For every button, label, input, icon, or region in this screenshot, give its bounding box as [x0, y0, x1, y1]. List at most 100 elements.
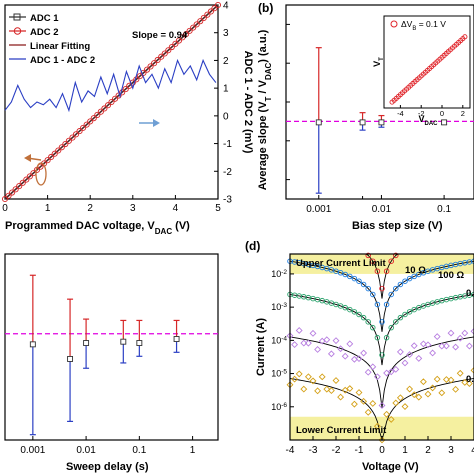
trace-marker: [447, 376, 455, 384]
lower-limit-label: Lower Current Limit: [296, 425, 387, 436]
trace-marker: [388, 258, 394, 264]
trace-marker: [396, 348, 404, 356]
adc2-marker: [5, 192, 12, 199]
trace-marker: [461, 378, 469, 386]
adc2-marker: [136, 73, 143, 80]
x-tick-label: 5: [215, 203, 221, 214]
inset-x-tick-label: 2: [461, 109, 465, 118]
mean-marker: [359, 119, 366, 126]
adc2-marker: [87, 118, 94, 125]
x-tick-label: 1: [190, 445, 196, 456]
mean-marker: [83, 340, 90, 346]
adc2-marker: [186, 27, 193, 34]
adc2-marker: [90, 115, 97, 122]
y-tick-label: 10-2: [271, 268, 287, 279]
trace-marker: [364, 408, 372, 416]
mean-marker: [315, 119, 322, 126]
trace-marker: [452, 343, 460, 351]
legend-adc2-label: ADC 2: [30, 27, 59, 38]
panel-d-x-ticks: -4 -3 -2 -1 0 1 2 3 4: [286, 436, 474, 456]
trace-marker: [406, 275, 413, 282]
trace-marker: [470, 327, 474, 335]
trace-marker: [314, 346, 322, 353]
panel-b-y-ticks: [286, 23, 290, 181]
trace-marker: [337, 270, 344, 276]
trace-marker: [429, 384, 437, 392]
trace-marker: [323, 336, 331, 344]
trace-marker: [369, 363, 377, 371]
adc2-marker: [158, 53, 165, 60]
adc2-marker: [44, 157, 51, 164]
adc2-marker: [83, 121, 90, 128]
panel-c-frame: [4, 253, 219, 441]
trace-marker: [406, 309, 413, 315]
adc2-marker: [147, 63, 154, 70]
panel-b: (b) 0.001 0.01 0.1 Bias step size (V) Aver…: [257, 1, 474, 232]
trace-marker: [383, 268, 390, 274]
trace-marker: [337, 303, 344, 309]
adc2-marker: [55, 147, 62, 154]
legend-adc1: ADC 1: [9, 13, 59, 24]
legend-fit-label: Linear Fitting: [30, 41, 90, 52]
trace-marker: [370, 258, 376, 264]
trace-marker: [442, 342, 450, 350]
trace-marker: [397, 281, 404, 288]
trace-marker: [383, 410, 391, 418]
trace-marker: [383, 334, 390, 341]
mean-marker: [441, 119, 448, 126]
adc2-marker: [182, 31, 190, 38]
trace-marker: [379, 319, 385, 325]
trace-marker: [304, 373, 312, 381]
trace-marker: [327, 350, 335, 358]
trace-marker: [465, 342, 473, 350]
panel-b-inset: ΔVB = 0.1 V -4 -2 0 2 VT VDAC: [372, 15, 471, 127]
trace-marker: [378, 402, 386, 409]
y-tick-label: 10-3: [271, 302, 287, 313]
trace-marker: [300, 385, 308, 393]
trace-marker: [347, 273, 353, 280]
adc2-marker: [175, 37, 182, 44]
legend-linear-fitting: Linear Fitting: [9, 41, 90, 52]
trace-marker: [346, 340, 354, 348]
trace-marker: [452, 385, 460, 393]
right-axis-arrow: [139, 119, 160, 127]
adc-diff-line: [4, 58, 217, 113]
trace-marker: [314, 387, 322, 395]
adc2-marker: [104, 102, 111, 109]
trace-marker: [415, 393, 423, 401]
trace-marker: [356, 278, 362, 284]
trace-marker: [355, 355, 363, 363]
trace-marker: [420, 303, 427, 309]
trace-marker: [387, 368, 395, 376]
panel-a-plot-area: [1, 1, 222, 203]
trace-marker: [342, 304, 348, 311]
adc2-marker: [58, 144, 65, 151]
resistor-label-10: 10 Ω: [405, 265, 426, 276]
adc2-marker: [94, 111, 101, 118]
adc2-marker: [151, 60, 158, 67]
trace-marker: [369, 400, 377, 407]
trace-marker: [410, 391, 418, 399]
x-tick-label: 2: [425, 445, 431, 456]
inset-legend-label: ΔVB = 0.1 V: [401, 19, 446, 32]
trace-marker: [447, 329, 455, 337]
trace-marker: [401, 359, 409, 367]
trace-marker: [387, 415, 395, 423]
trace-marker: [402, 278, 408, 284]
mean-marker: [136, 340, 143, 346]
trace-marker: [323, 385, 331, 393]
inset-frame: [383, 15, 471, 109]
fit-curve: [289, 294, 474, 366]
trace-marker: [309, 377, 317, 385]
trace-marker: [397, 314, 404, 321]
trace-marker: [393, 252, 399, 259]
trace-marker: [393, 285, 399, 292]
adc1-line: [4, 4, 219, 200]
x-tick-label: 4: [471, 445, 474, 456]
adc2-marker: [140, 69, 147, 76]
legend-adc-diff: ADC 1 - ADC 2: [9, 55, 95, 66]
panel-d-x-label: Voltage (V): [362, 461, 419, 473]
trace-marker: [379, 285, 385, 292]
trace-marker: [332, 377, 340, 384]
adc2-marker: [62, 140, 69, 148]
